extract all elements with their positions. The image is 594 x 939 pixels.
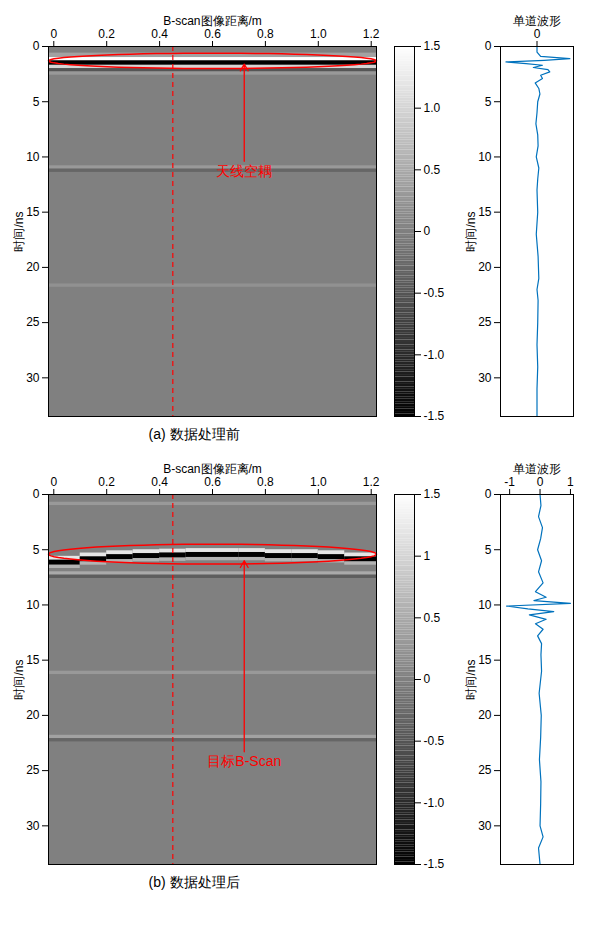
svg-text:目标B-Scan: 目标B-Scan <box>207 753 281 769</box>
svg-text:时间/ns: 时间/ns <box>464 659 478 699</box>
svg-text:0.5: 0.5 <box>424 163 441 177</box>
svg-text:-1.0: -1.0 <box>424 348 445 362</box>
svg-text:10: 10 <box>478 150 492 164</box>
svg-text:0: 0 <box>424 672 431 686</box>
svg-text:1.5: 1.5 <box>424 487 441 501</box>
svg-text:0.6: 0.6 <box>204 27 221 41</box>
svg-text:-1: -1 <box>504 475 515 489</box>
svg-text:0.2: 0.2 <box>98 27 115 41</box>
svg-text:15: 15 <box>478 205 492 219</box>
svg-text:25: 25 <box>478 315 492 329</box>
svg-text:10: 10 <box>26 150 40 164</box>
svg-text:0.4: 0.4 <box>151 475 168 489</box>
svg-text:0: 0 <box>485 487 492 501</box>
svg-text:-0.5: -0.5 <box>424 286 445 300</box>
svg-text:天线空耦: 天线空耦 <box>216 163 272 179</box>
svg-text:0.8: 0.8 <box>257 475 274 489</box>
svg-text:单道波形: 单道波形 <box>513 14 561 28</box>
svg-text:0: 0 <box>33 39 40 53</box>
svg-text:1.0: 1.0 <box>310 475 327 489</box>
svg-text:20: 20 <box>478 708 492 722</box>
svg-text:1.0: 1.0 <box>310 27 327 41</box>
svg-text:30: 30 <box>478 819 492 833</box>
svg-text:10: 10 <box>478 598 492 612</box>
svg-text:0.2: 0.2 <box>98 475 115 489</box>
svg-text:-1.0: -1.0 <box>424 796 445 810</box>
svg-text:0.4: 0.4 <box>151 27 168 41</box>
svg-text:5: 5 <box>33 543 40 557</box>
svg-text:15: 15 <box>26 205 40 219</box>
svg-text:1.2: 1.2 <box>363 27 380 41</box>
svg-text:0: 0 <box>33 487 40 501</box>
svg-text:时间/ns: 时间/ns <box>464 211 478 251</box>
svg-text:0: 0 <box>424 224 431 238</box>
svg-text:15: 15 <box>478 653 492 667</box>
svg-text:1.5: 1.5 <box>424 39 441 53</box>
svg-text:-1.5: -1.5 <box>424 857 445 871</box>
svg-text:0: 0 <box>534 27 541 41</box>
svg-text:1.2: 1.2 <box>363 475 380 489</box>
svg-text:20: 20 <box>478 260 492 274</box>
svg-text:0.5: 0.5 <box>424 611 441 625</box>
html-text:(b) 数据处理后: (b) 数据处理后 <box>148 874 240 890</box>
svg-text:30: 30 <box>478 371 492 385</box>
svg-text:B-scan图像距离/m: B-scan图像距离/m <box>163 462 262 476</box>
svg-text:5: 5 <box>33 95 40 109</box>
svg-text:20: 20 <box>26 260 40 274</box>
svg-text:30: 30 <box>26 819 40 833</box>
svg-text:5: 5 <box>485 543 492 557</box>
svg-text:1.0: 1.0 <box>424 101 441 115</box>
svg-text:25: 25 <box>26 763 40 777</box>
svg-text:10: 10 <box>26 598 40 612</box>
svg-text:25: 25 <box>26 315 40 329</box>
svg-text:B-scan图像距离/m: B-scan图像距离/m <box>163 14 262 28</box>
html-text:(a) 数据处理前: (a) 数据处理前 <box>148 426 240 442</box>
svg-text:0: 0 <box>537 475 544 489</box>
svg-text:0.8: 0.8 <box>257 27 274 41</box>
svg-text:单道波形: 单道波形 <box>513 462 561 476</box>
svg-text:15: 15 <box>26 653 40 667</box>
svg-text:1: 1 <box>424 549 431 563</box>
svg-text:时间/ns: 时间/ns <box>12 659 26 699</box>
svg-text:1: 1 <box>567 475 574 489</box>
svg-text:0: 0 <box>50 27 57 41</box>
svg-text:0.6: 0.6 <box>204 475 221 489</box>
svg-text:0: 0 <box>50 475 57 489</box>
svg-text:时间/ns: 时间/ns <box>12 211 26 251</box>
svg-text:0: 0 <box>485 39 492 53</box>
svg-text:-1.5: -1.5 <box>424 409 445 423</box>
svg-text:30: 30 <box>26 371 40 385</box>
svg-text:5: 5 <box>485 95 492 109</box>
svg-text:25: 25 <box>478 763 492 777</box>
svg-text:-0.5: -0.5 <box>424 734 445 748</box>
svg-text:20: 20 <box>26 708 40 722</box>
